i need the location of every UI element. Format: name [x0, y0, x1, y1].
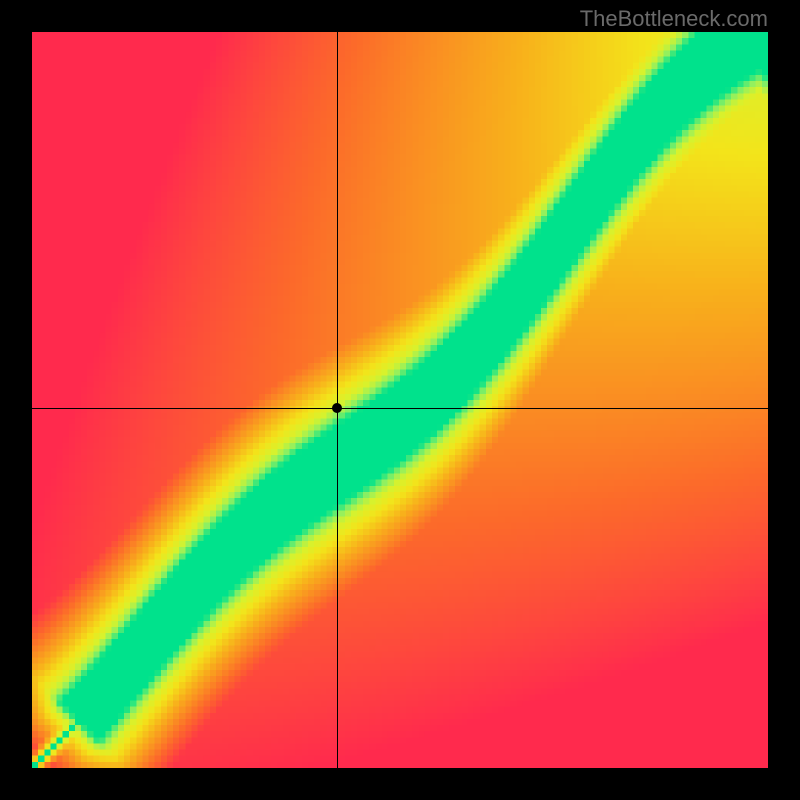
heatmap-canvas — [32, 32, 768, 768]
bottleneck-heatmap — [32, 32, 768, 768]
crosshair-vertical — [337, 32, 338, 768]
crosshair-marker-dot — [332, 403, 342, 413]
watermark-text: TheBottleneck.com — [580, 6, 768, 32]
crosshair-horizontal — [32, 408, 768, 409]
